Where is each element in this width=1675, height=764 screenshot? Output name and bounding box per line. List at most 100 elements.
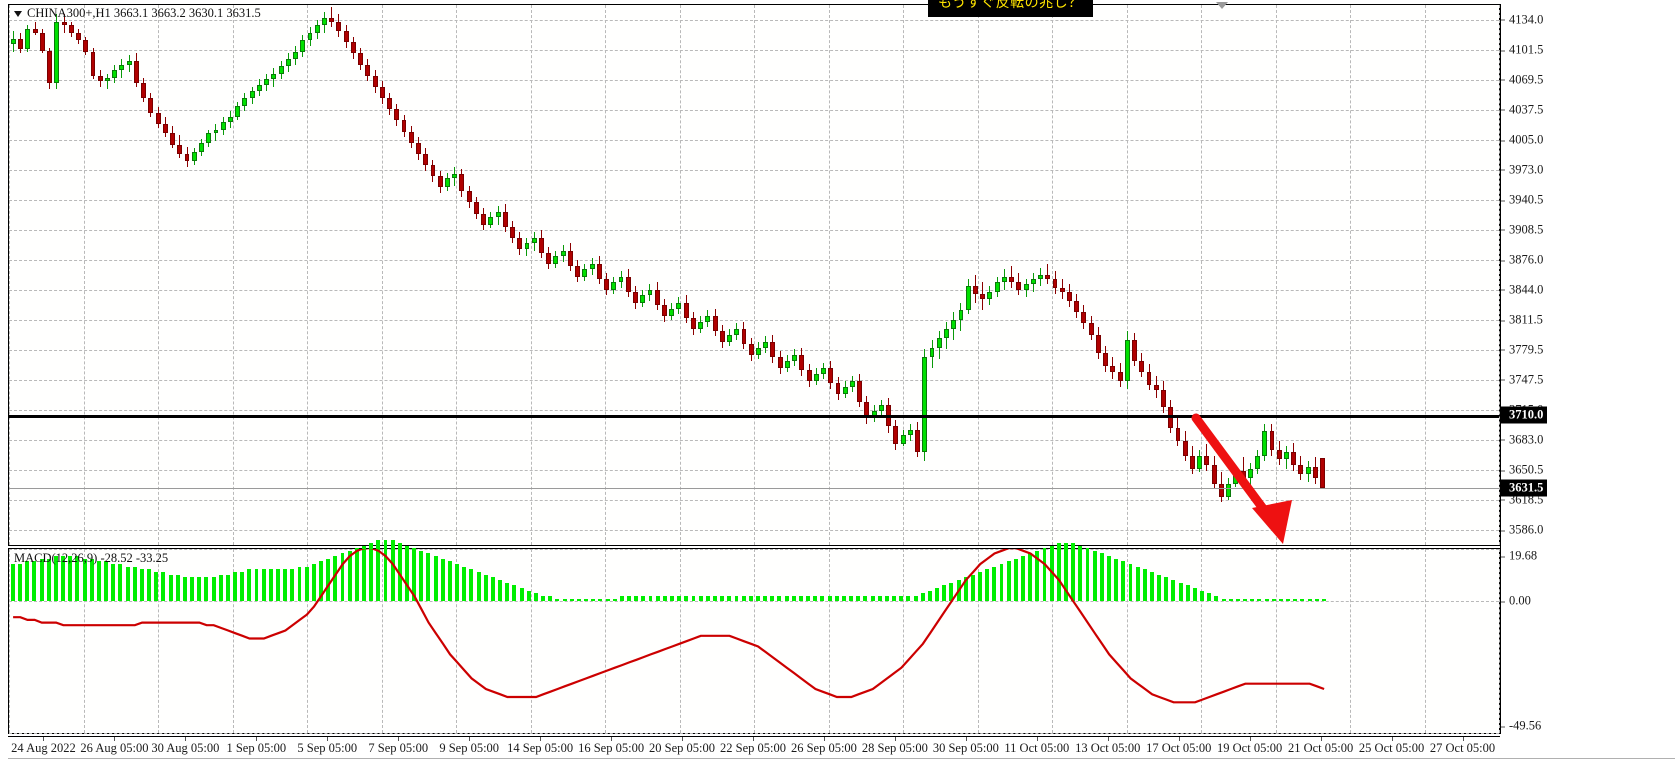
candlestick <box>596 5 602 545</box>
candle-body <box>329 18 335 22</box>
candlestick <box>1139 5 1145 545</box>
candlestick <box>944 5 949 545</box>
candlestick <box>1103 5 1109 545</box>
price-axis-label: 4069.5 <box>1500 72 1543 87</box>
candle-body <box>133 60 139 84</box>
macd-histogram-bar <box>856 595 861 602</box>
candle-body <box>199 142 204 153</box>
candle-body <box>1009 276 1015 283</box>
candle-body <box>18 38 24 49</box>
candle-body <box>958 310 964 320</box>
macd-histogram-bar <box>53 556 58 602</box>
candle-body <box>1305 466 1311 475</box>
candlestick <box>394 5 400 545</box>
candlestick <box>1153 5 1159 545</box>
candlestick <box>170 5 176 545</box>
macd-histogram-bar <box>268 569 273 602</box>
candle-wick <box>331 6 333 28</box>
candlestick <box>191 5 197 545</box>
candle-body <box>416 142 421 154</box>
candlestick <box>741 5 747 545</box>
macd-axis-label: 19.68 <box>1500 549 1537 564</box>
date-axis-notch <box>43 737 45 741</box>
macd-histogram-bar <box>276 569 280 602</box>
price-scale-axis[interactable]: 4134.0 4101.5 4069.5 4037.5 4005.0 3973.0 3940… <box>1500 4 1675 546</box>
candlestick <box>249 5 255 545</box>
candlestick <box>1211 5 1217 545</box>
macd-chart-panel[interactable] <box>8 540 1500 734</box>
macd-histogram-bar <box>1235 598 1240 602</box>
candlestick <box>1320 5 1326 545</box>
chevron-down-icon[interactable] <box>1216 2 1228 9</box>
candle-body <box>669 308 675 316</box>
candle-body <box>1117 371 1123 382</box>
macd-histogram-bar <box>655 595 660 602</box>
candle-body <box>1023 284 1029 290</box>
candlestick <box>314 5 320 545</box>
candlestick <box>1067 5 1072 545</box>
date-axis-notch <box>682 737 684 741</box>
candlestick <box>502 5 508 545</box>
macd-histogram-bar <box>261 569 266 602</box>
candlestick <box>806 5 812 545</box>
candlestick <box>705 5 711 545</box>
date-axis-label: 1 Sep 05:00 <box>226 741 287 755</box>
candlestick <box>546 5 552 545</box>
candlestick <box>47 5 53 545</box>
macd-histogram-bar <box>892 595 897 602</box>
candlestick <box>141 5 147 545</box>
date-axis[interactable]: 24 Aug 2022 26 Aug 05:00 30 Aug 05:00 1 Sep… <box>8 736 1500 762</box>
candlestick <box>1146 5 1152 545</box>
macd-histogram-bar <box>419 550 424 602</box>
triangle-down-icon[interactable] <box>14 10 22 17</box>
candle-body <box>690 317 696 329</box>
candlestick <box>1255 5 1260 545</box>
macd-histogram-bar <box>677 595 682 602</box>
macd-histogram-bar <box>82 558 87 602</box>
candlestick <box>618 5 624 545</box>
candlestick <box>1038 5 1043 545</box>
date-axis-notch <box>327 737 329 741</box>
time-gridline <box>9 5 10 545</box>
macd-histogram-bar <box>1278 598 1283 602</box>
macd-histogram-bar <box>32 561 37 602</box>
candle-body <box>727 334 732 343</box>
macd-histogram-bar <box>1021 556 1025 602</box>
candlestick <box>857 5 863 545</box>
macd-histogram-bar <box>462 566 467 602</box>
candle-body <box>1226 483 1232 497</box>
macd-histogram-bar <box>1135 566 1140 602</box>
candlestick <box>813 5 819 545</box>
candle-body <box>994 282 1000 292</box>
price-axis-label: 3747.5 <box>1500 372 1543 387</box>
candlestick <box>980 5 986 545</box>
candle-body <box>155 113 161 125</box>
date-axis-notch <box>1036 737 1038 741</box>
candle-body <box>481 213 487 225</box>
macd-histogram-bar <box>68 556 73 602</box>
candlestick <box>625 5 631 545</box>
candle-body <box>567 250 573 266</box>
candlestick <box>756 5 761 545</box>
candle-body <box>640 295 646 303</box>
price-level-line[interactable] <box>9 414 1499 418</box>
candle-body <box>1298 464 1304 475</box>
candlestick <box>206 5 212 545</box>
macd-histogram-bar <box>834 595 839 602</box>
date-axis-label: 11 Oct 05:00 <box>1004 741 1070 755</box>
price-chart-panel[interactable] <box>8 4 1500 546</box>
candlestick <box>105 5 110 545</box>
candlestick <box>372 5 378 545</box>
macd-histogram-bar <box>426 553 431 602</box>
price-level-line[interactable] <box>9 487 1499 489</box>
macd-histogram-bar <box>548 595 553 602</box>
candlestick <box>994 5 1000 545</box>
candlestick <box>727 5 732 545</box>
candle-body <box>1161 390 1166 408</box>
macd-scale-axis[interactable]: 19.68 0.00 -49.56 <box>1500 548 1675 734</box>
macd-histogram-bar <box>927 590 932 602</box>
candle-body <box>1204 455 1210 465</box>
candle-body <box>944 329 949 339</box>
macd-histogram-bar <box>949 582 954 602</box>
macd-histogram-bar <box>555 598 560 602</box>
